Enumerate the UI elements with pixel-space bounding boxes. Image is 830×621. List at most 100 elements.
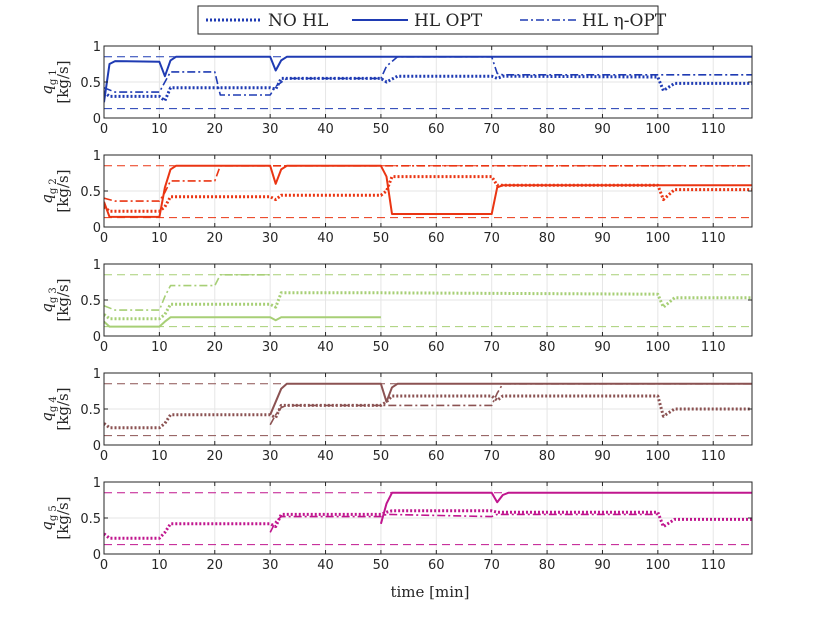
x-tick-label: 100 xyxy=(645,558,670,573)
x-tick-label: 0 xyxy=(100,122,108,137)
y-label-subscript: g 4 xyxy=(48,396,59,412)
x-tick-label: 100 xyxy=(645,231,670,246)
x-tick-label: 40 xyxy=(317,122,334,137)
x-tick-label: 100 xyxy=(645,449,670,464)
y-axis-label: qg 3 xyxy=(38,287,59,313)
y-axis-unit: [kg/s] xyxy=(54,169,72,212)
x-tick-label: 110 xyxy=(701,340,726,355)
series-hl-opt-line xyxy=(104,164,752,218)
x-tick-label: 70 xyxy=(483,558,500,573)
x-tick-label: 50 xyxy=(373,122,390,137)
legend-label-no-hl: NO HL xyxy=(268,11,328,31)
x-tick-label: 90 xyxy=(594,122,611,137)
y-axis-unit: [kg/s] xyxy=(54,496,72,539)
y-axis-label: qg 4 xyxy=(38,396,59,422)
x-tick-label: 0 xyxy=(100,231,108,246)
legend-label-hl-opt: HL OPT xyxy=(414,11,483,31)
x-tick-label: 20 xyxy=(206,122,223,137)
series-no-hl-line xyxy=(104,394,752,430)
y-tick-label: 0 xyxy=(93,548,101,563)
y-tick-label: 0 xyxy=(93,221,101,236)
series-no-hl-line xyxy=(104,509,752,540)
x-tick-label: 10 xyxy=(151,558,168,573)
y-tick-label: 1 xyxy=(93,476,101,491)
x-tick-label: 90 xyxy=(594,449,611,464)
subplot-4: 0 10 20 30 40 50 60 70 80 90 100 110 0 0.5 1 qg 4[kg/s] xyxy=(38,367,753,464)
series-hl-opt-line xyxy=(269,382,752,416)
x-tick-label: 60 xyxy=(428,340,445,355)
y-tick-label: 1 xyxy=(93,258,101,273)
y-axis-unit: [kg/s] xyxy=(54,387,72,430)
x-tick-label: 80 xyxy=(539,449,556,464)
x-tick-label: 10 xyxy=(151,340,168,355)
x-tick-label: 30 xyxy=(262,340,279,355)
x-tick-label: 10 xyxy=(151,449,168,464)
x-tick-label: 70 xyxy=(483,340,500,355)
y-tick-label: 0.5 xyxy=(80,76,101,91)
x-tick-label: 110 xyxy=(701,231,726,246)
x-tick-label: 40 xyxy=(317,340,334,355)
subplot-2: 0 10 20 30 40 50 60 70 80 90 100 110 0 0.5 1 qg 2[kg/s] xyxy=(38,149,753,246)
y-axis-unit: [kg/s] xyxy=(54,278,72,321)
y-tick-label: 1 xyxy=(93,149,101,164)
x-tick-label: 30 xyxy=(262,122,279,137)
x-tick-label: 50 xyxy=(373,449,390,464)
subplot-3: 0 10 20 30 40 50 60 70 80 90 100 110 0 0.5 1 qg 3[kg/s] xyxy=(38,258,753,355)
x-tick-label: 80 xyxy=(539,340,556,355)
x-tick-label: 30 xyxy=(262,449,279,464)
y-tick-label: 0 xyxy=(93,439,101,454)
x-tick-label: 20 xyxy=(206,558,223,573)
subplot-5: 0 10 20 30 40 50 60 70 80 90 100 110 0 0.5 1 qg 5[kg/s] xyxy=(38,476,753,573)
y-tick-label: 0.5 xyxy=(80,185,101,200)
series-hl-opt-line xyxy=(269,513,658,533)
series-hl-opt-line xyxy=(104,56,752,96)
x-tick-label: 90 xyxy=(594,231,611,246)
x-tick-label: 80 xyxy=(539,231,556,246)
x-tick-label: 100 xyxy=(645,122,670,137)
x-tick-label: 0 xyxy=(100,558,108,573)
y-tick-label: 0 xyxy=(93,330,101,345)
series-hl-opt-line xyxy=(269,383,752,426)
x-tick-label: 40 xyxy=(317,449,334,464)
series-hl-opt-line xyxy=(104,274,271,311)
x-tick-label: 100 xyxy=(645,340,670,355)
y-label-variable: q xyxy=(38,521,56,531)
x-tick-label: 20 xyxy=(206,449,223,464)
y-label-subscript: g 1 xyxy=(48,69,59,85)
series-hl-opt-line xyxy=(104,316,381,328)
series-no-hl-line xyxy=(104,74,752,103)
y-label-variable: q xyxy=(38,194,56,204)
y-label-variable: q xyxy=(38,85,56,95)
series-hl-opt-line xyxy=(104,165,752,202)
x-tick-label: 50 xyxy=(373,231,390,246)
x-tick-label: 90 xyxy=(594,558,611,573)
subplot-1: 0 10 20 30 40 50 60 70 80 90 100 110 0 0.5 1 qg 1[kg/s] xyxy=(38,40,753,137)
series-no-hl-line xyxy=(104,291,752,321)
x-tick-label: 20 xyxy=(206,231,223,246)
y-tick-label: 0.5 xyxy=(80,294,101,309)
x-tick-label: 70 xyxy=(483,449,500,464)
x-tick-label: 110 xyxy=(701,122,726,137)
y-tick-label: 0.5 xyxy=(80,403,101,418)
y-label-subscript: g 5 xyxy=(48,505,59,521)
x-tick-label: 60 xyxy=(428,122,445,137)
x-tick-label: 30 xyxy=(262,558,279,573)
x-tick-label: 20 xyxy=(206,340,223,355)
y-axis-label: qg 1 xyxy=(38,69,59,95)
y-axis-unit: [kg/s] xyxy=(54,60,72,103)
x-tick-label: 40 xyxy=(317,231,334,246)
y-tick-label: 1 xyxy=(93,367,101,382)
x-tick-label: 0 xyxy=(100,340,108,355)
y-tick-label: 0 xyxy=(93,112,101,127)
x-axis-label: time [min] xyxy=(390,583,469,601)
y-label-variable: q xyxy=(38,412,56,422)
x-tick-label: 80 xyxy=(539,558,556,573)
y-tick-label: 0.5 xyxy=(80,512,101,527)
x-tick-label: 60 xyxy=(428,449,445,464)
legend-box xyxy=(197,5,659,35)
x-tick-label: 80 xyxy=(539,122,556,137)
legend-label-hl-eta-opt: HL η-OPT xyxy=(582,11,667,31)
y-axis-label: qg 2 xyxy=(38,178,59,204)
